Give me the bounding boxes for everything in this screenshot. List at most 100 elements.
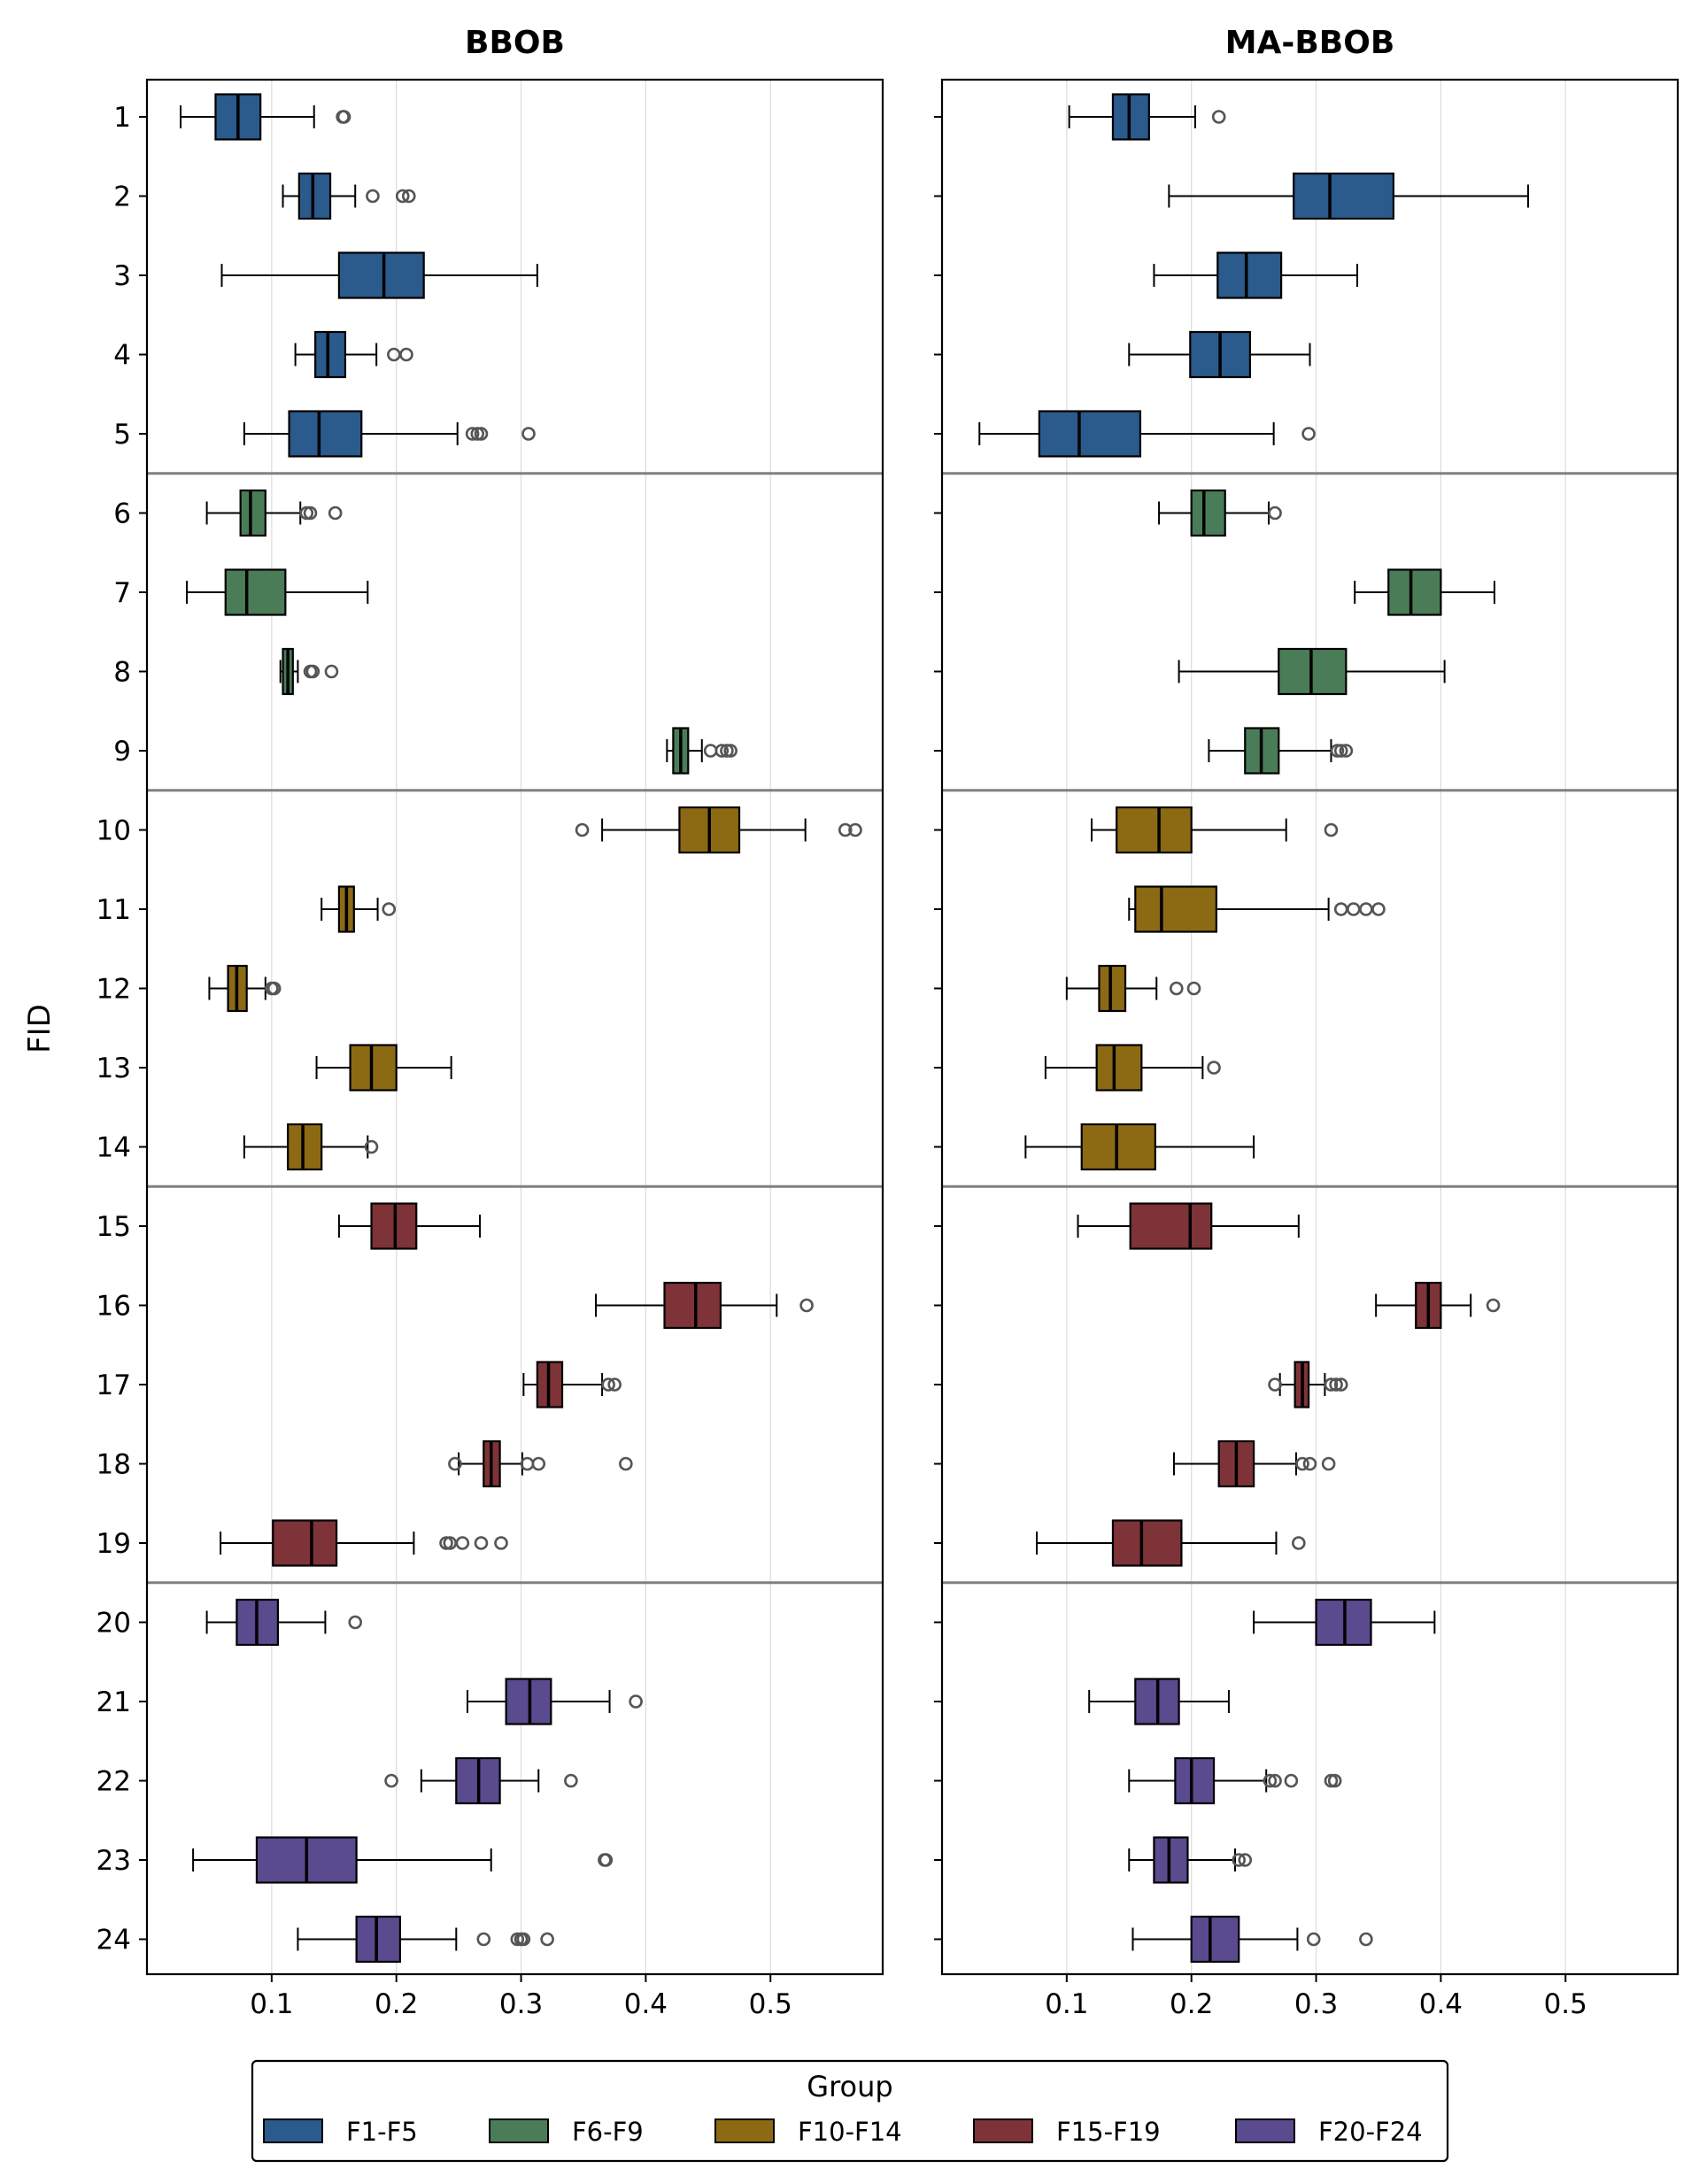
box-fid-24: [297, 1915, 554, 1964]
box-fid-17: [1268, 1361, 1348, 1408]
y-tick-label: 2: [113, 181, 131, 213]
box-fid-1: [1068, 93, 1226, 141]
box-fid-7: [186, 568, 369, 616]
outlier-point: [399, 347, 413, 362]
box-iqr: [272, 1519, 338, 1567]
outlier-point: [601, 1378, 615, 1392]
y-tick-label: 17: [97, 1370, 131, 1401]
outlier-point: [1301, 427, 1316, 441]
y-tick-label: 23: [97, 1845, 131, 1877]
box-fid-1: [180, 93, 351, 141]
y-tick-label: 21: [97, 1686, 131, 1718]
outlier-point: [476, 1932, 491, 1947]
x-tick-label: 0.5: [1544, 1988, 1587, 2020]
y-tick-label: 8: [113, 657, 131, 689]
box-fid-24: [1131, 1915, 1373, 1964]
outlier-point: [799, 1298, 814, 1313]
y-tick-label: 9: [113, 736, 131, 768]
legend: Group F1-F5 F6-F9 F10-F14 F15-F19 F20-F24: [251, 2059, 1449, 2163]
box-fid-7: [1354, 568, 1495, 616]
outlier-point: [1333, 744, 1348, 758]
box-iqr: [1134, 885, 1217, 933]
outlier-point: [401, 189, 416, 204]
outlier-point: [328, 505, 343, 521]
outlier-point: [1268, 1378, 1282, 1392]
panel-title: MA-BBOB: [1225, 25, 1395, 61]
outlier-point: [1359, 1932, 1373, 1947]
outlier-point: [465, 427, 480, 441]
box-fid-12: [208, 964, 282, 1013]
x-tick-label: 0.3: [499, 1988, 543, 2020]
box-iqr: [1387, 568, 1442, 616]
outlier-point: [1295, 1456, 1309, 1471]
y-tick-label: 22: [97, 1766, 131, 1798]
outlier-point: [448, 1456, 462, 1471]
outlier-point: [494, 1536, 508, 1550]
box-fid-16: [1375, 1281, 1501, 1330]
x-tick-label: 0.1: [1045, 1988, 1088, 2020]
outlier-point: [364, 1139, 379, 1154]
y-tick-label: 5: [113, 419, 131, 451]
outlier-point: [1186, 981, 1201, 996]
outlier-point: [348, 1615, 363, 1630]
y-tick-label: 14: [97, 1132, 131, 1164]
outlier-point: [1211, 110, 1226, 124]
outlier-point: [1371, 902, 1386, 916]
box-fid-13: [1044, 1044, 1221, 1092]
outlier-point: [384, 1773, 398, 1788]
outlier-point: [1232, 1853, 1247, 1867]
axes-frame: [940, 78, 1680, 1976]
box-fid-9: [1208, 727, 1354, 775]
legend-entry: F1-F5: [263, 2117, 418, 2147]
outlier-point: [382, 902, 397, 916]
legend-label: F6-F9: [572, 2117, 644, 2147]
box-fid-21: [1088, 1678, 1230, 1725]
box-fid-9: [666, 727, 738, 775]
box-fid-14: [243, 1123, 379, 1171]
legend-entry: F10-F14: [714, 2117, 902, 2147]
panel-title: BBOB: [465, 25, 565, 61]
outlier-point: [455, 1536, 470, 1550]
box-iqr: [1129, 1202, 1213, 1250]
y-tick-label: 18: [97, 1449, 131, 1481]
outlier-point: [303, 505, 318, 521]
box-iqr: [1293, 172, 1394, 220]
y-tick-label: 11: [97, 894, 131, 926]
legend-entry: F20-F24: [1235, 2117, 1423, 2147]
box-fid-19: [220, 1519, 508, 1567]
outlier-point: [848, 822, 862, 837]
x-tick-label: 0.4: [1419, 1988, 1463, 2020]
box-iqr: [287, 1123, 323, 1171]
box-iqr: [1038, 410, 1142, 458]
x-tick-label: 0.5: [749, 1988, 792, 2020]
legend-swatch: [489, 2118, 549, 2143]
box-fid-2: [1168, 172, 1529, 220]
outlier-point: [1306, 1932, 1321, 1947]
outlier-point: [1324, 1378, 1339, 1392]
box-iqr: [1190, 1915, 1240, 1964]
box-fid-2: [282, 172, 416, 220]
outlier-point: [516, 1932, 531, 1947]
outlier-point: [599, 1853, 614, 1867]
box-fid-17: [522, 1361, 622, 1408]
y-tick-label: 10: [97, 815, 131, 847]
box-iqr: [355, 1915, 402, 1964]
box-iqr: [337, 251, 425, 299]
outlier-point: [521, 427, 536, 441]
box-fid-18: [1172, 1439, 1336, 1488]
x-tick-label: 0.2: [375, 1988, 418, 2020]
box-fid-22: [1128, 1756, 1342, 1805]
y-tick-label: 7: [113, 577, 131, 609]
outlier-point: [1486, 1298, 1501, 1313]
box-iqr: [1153, 1836, 1189, 1884]
box-fid-18: [448, 1439, 633, 1488]
legend-title: Group: [807, 2070, 892, 2103]
legend-swatch: [714, 2118, 775, 2143]
outlier-point: [336, 110, 351, 124]
outlier-point: [266, 981, 282, 996]
outlier-point: [324, 664, 339, 679]
outlier-point: [474, 1536, 489, 1550]
box-fid-5: [243, 410, 536, 458]
y-tick-label: 24: [97, 1925, 131, 1956]
